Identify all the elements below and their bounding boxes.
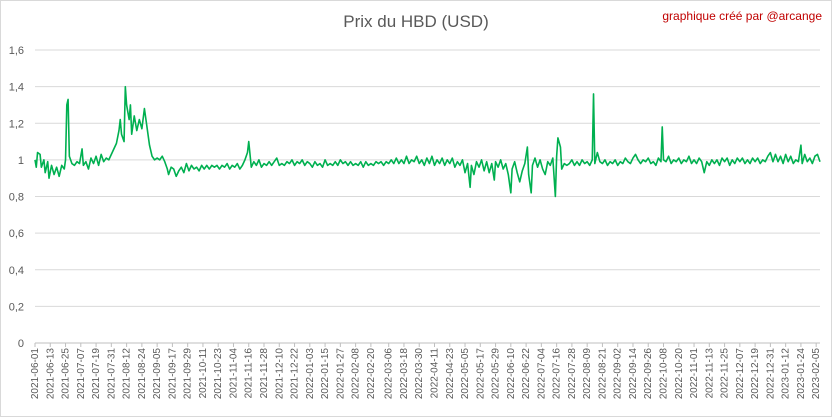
y-tick-label: 1,6 <box>9 45 24 57</box>
y-axis-tick-labels: 0 0,2 0,4 0,6 0,8 1 1,2 1,4 1,6 <box>9 45 24 350</box>
x-tick-label: 2022-05-29 <box>491 348 502 400</box>
x-tick-label: 2022-11-13 <box>704 348 715 399</box>
x-tick-label: 2023-01-12 <box>781 348 792 400</box>
x-tick-label: 2022-03-30 <box>414 348 425 400</box>
x-tick-label: 2022-07-04 <box>536 348 547 400</box>
x-tick-label: 2021-08-12 <box>122 348 133 400</box>
x-tick-label: 2021-09-29 <box>183 348 194 400</box>
x-tick-label: 2022-03-18 <box>399 348 410 400</box>
x-tick-label: 2022-01-27 <box>335 348 346 400</box>
x-tick-label: 2021-11-16 <box>244 348 255 399</box>
y-tick-label: 0,6 <box>9 228 24 240</box>
x-axis-tick-labels: 2021-06-01 2021-06-13 2021-06-25 2021-07-07… <box>30 343 822 399</box>
x-tick-label: 2022-07-16 <box>552 348 563 400</box>
x-tick-label: 2022-09-26 <box>643 348 654 400</box>
x-tick-label: 2022-12-19 <box>750 348 761 400</box>
x-tick-label: 2022-06-22 <box>521 348 532 400</box>
x-tick-label: 2022-12-31 <box>765 348 776 400</box>
gridlines <box>35 49 820 344</box>
x-tick-label: 2022-02-08 <box>351 348 362 400</box>
x-tick-label: 2022-09-02 <box>613 348 624 400</box>
x-tick-label: 2022-10-20 <box>674 348 685 400</box>
x-tick-label: 2021-08-24 <box>137 348 148 400</box>
x-tick-label: 2021-12-10 <box>274 348 285 400</box>
x-tick-label: 2022-02-20 <box>366 348 377 400</box>
x-tick-label: 2022-11-25 <box>720 348 731 399</box>
x-tick-label: 2022-12-07 <box>735 348 746 400</box>
y-tick-label: 1,2 <box>9 118 24 130</box>
x-tick-label: 2021-12-22 <box>290 348 301 400</box>
x-tick-label: 2021-09-05 <box>152 348 163 400</box>
x-tick-label: 2022-08-09 <box>582 348 593 400</box>
x-tick-label: 2021-10-11 <box>198 348 209 399</box>
x-tick-label: 2022-01-15 <box>320 348 331 400</box>
x-tick-label: 2022-03-06 <box>384 348 395 400</box>
x-tick-label: 2021-10-23 <box>213 348 224 400</box>
x-tick-label: 2022-09-14 <box>628 348 639 400</box>
x-tick-label: 2021-06-01 <box>30 348 41 400</box>
x-tick-label: 2021-11-28 <box>259 348 270 399</box>
series-layer <box>34 85 821 198</box>
x-tick-label: 2022-04-23 <box>445 348 456 400</box>
x-tick-label: 2022-07-28 <box>567 348 578 400</box>
x-tick-label: 2022-10-08 <box>659 348 670 400</box>
x-tick-label: 2021-09-17 <box>167 348 178 400</box>
x-tick-label: 2021-07-07 <box>76 348 87 400</box>
x-tick-label: 2021-11-04 <box>228 348 239 399</box>
y-tick-label: 1,4 <box>9 82 24 94</box>
hbd-price-line <box>34 85 821 198</box>
y-tick-label: 0,4 <box>9 265 24 277</box>
x-tick-label: 2023-02-05 <box>811 348 822 400</box>
x-tick-label: 2022-06-10 <box>506 348 517 400</box>
y-tick-label: 1 <box>18 155 24 167</box>
y-tick-label: 0,8 <box>9 192 24 204</box>
x-tick-label: 2022-05-17 <box>475 348 486 400</box>
x-tick-label: 2022-05-05 <box>460 348 471 400</box>
y-tick-label: 0,2 <box>9 301 24 313</box>
x-tick-label: 2022-04-11 <box>429 348 440 399</box>
x-tick-label: 2023-01-24 <box>796 348 807 400</box>
x-tick-label: 2021-06-13 <box>45 348 56 400</box>
x-tick-label: 2021-07-19 <box>91 348 102 400</box>
x-tick-label: 2022-08-21 <box>597 348 608 400</box>
chart-credit: graphique créé par @arcange <box>662 9 822 23</box>
x-tick-label: 2021-06-25 <box>61 348 72 400</box>
chart-title: Prix du HBD (USD) <box>343 12 489 31</box>
x-tick-label: 2021-07-31 <box>106 348 117 400</box>
x-tick-label: 2022-11-01 <box>689 348 700 399</box>
y-tick-label: 0 <box>18 338 24 350</box>
x-tick-label: 2022-01-03 <box>305 348 316 400</box>
